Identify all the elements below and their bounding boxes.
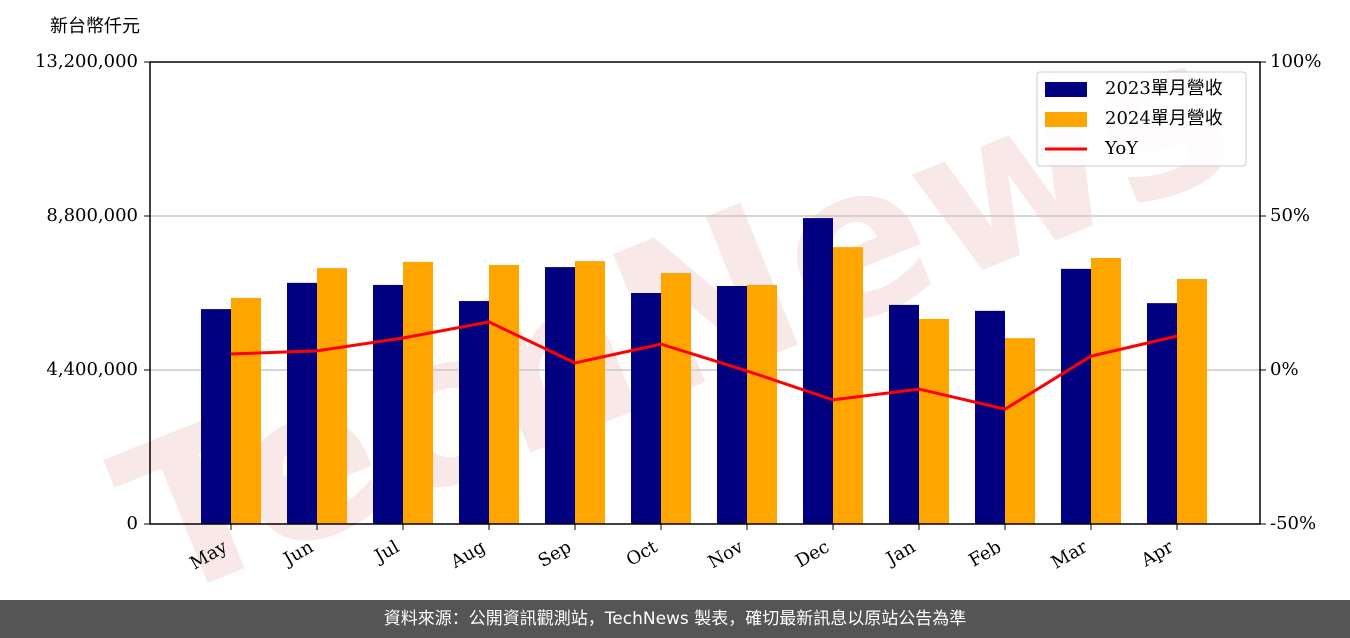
y-tick-label: 13,200,000 <box>35 51 138 72</box>
y2-tick-label: 50% <box>1270 205 1310 226</box>
legend-label: 2024單月營收 <box>1105 108 1223 129</box>
legend-box <box>1036 71 1247 167</box>
y-tick-label: 4,400,000 <box>46 359 138 380</box>
x-tick-label: Mar <box>1048 536 1092 573</box>
bar <box>717 286 747 524</box>
bar <box>459 301 489 524</box>
bar <box>403 261 433 524</box>
bar <box>373 284 403 524</box>
bar <box>833 247 863 524</box>
bar <box>1177 279 1207 524</box>
bar <box>803 218 833 524</box>
bar <box>631 293 661 524</box>
x-tick-label: Jan <box>881 536 919 570</box>
bar <box>889 304 919 524</box>
footer: 資料來源：公開資訊觀測站，TechNews 製表，確切最新訊息以原站公告為準 <box>0 600 1350 638</box>
x-tick-label: Nov <box>705 536 748 573</box>
plot-frame <box>149 61 1261 525</box>
bar <box>231 297 261 524</box>
bar <box>975 310 1005 524</box>
bar <box>489 265 519 524</box>
bar <box>661 273 691 524</box>
bar <box>747 284 777 524</box>
bar <box>317 268 347 524</box>
legend-label: YoY <box>1104 138 1139 159</box>
bar <box>1005 338 1035 524</box>
y2-tick-label: 100% <box>1270 51 1321 72</box>
bar <box>201 309 231 524</box>
legend: 2023單月營收 2024單月營收 YoY <box>1036 71 1247 167</box>
x-tick-label: Oct <box>623 536 662 571</box>
bar <box>919 318 949 524</box>
y-axis-title: 新台幣仟元 <box>50 16 140 37</box>
line <box>230 320 1178 411</box>
bar <box>1061 268 1091 524</box>
legend-swatch <box>1045 82 1087 97</box>
bar <box>1091 258 1121 524</box>
legend-label: 2023單月營收 <box>1105 78 1223 99</box>
x-tick-label: Dec <box>792 536 833 572</box>
bar <box>575 261 605 524</box>
x-tick-label: Aug <box>446 536 489 573</box>
x-tick-label: Apr <box>1137 536 1177 571</box>
x-tick-label: Sep <box>535 536 575 571</box>
bar <box>545 267 575 524</box>
y2-tick-label: -50% <box>1270 513 1316 534</box>
y2-tick-label: 0% <box>1270 359 1299 380</box>
x-tick-label: Feb <box>965 536 1005 571</box>
legend-swatch <box>1045 112 1087 127</box>
chart: TechNews 新台幣仟元 04,400,0008,800,00013,200… <box>35 0 1322 600</box>
y-tick-label: 0 <box>127 513 138 534</box>
y-tick-label: 8,800,000 <box>46 205 138 226</box>
bar <box>287 282 317 524</box>
